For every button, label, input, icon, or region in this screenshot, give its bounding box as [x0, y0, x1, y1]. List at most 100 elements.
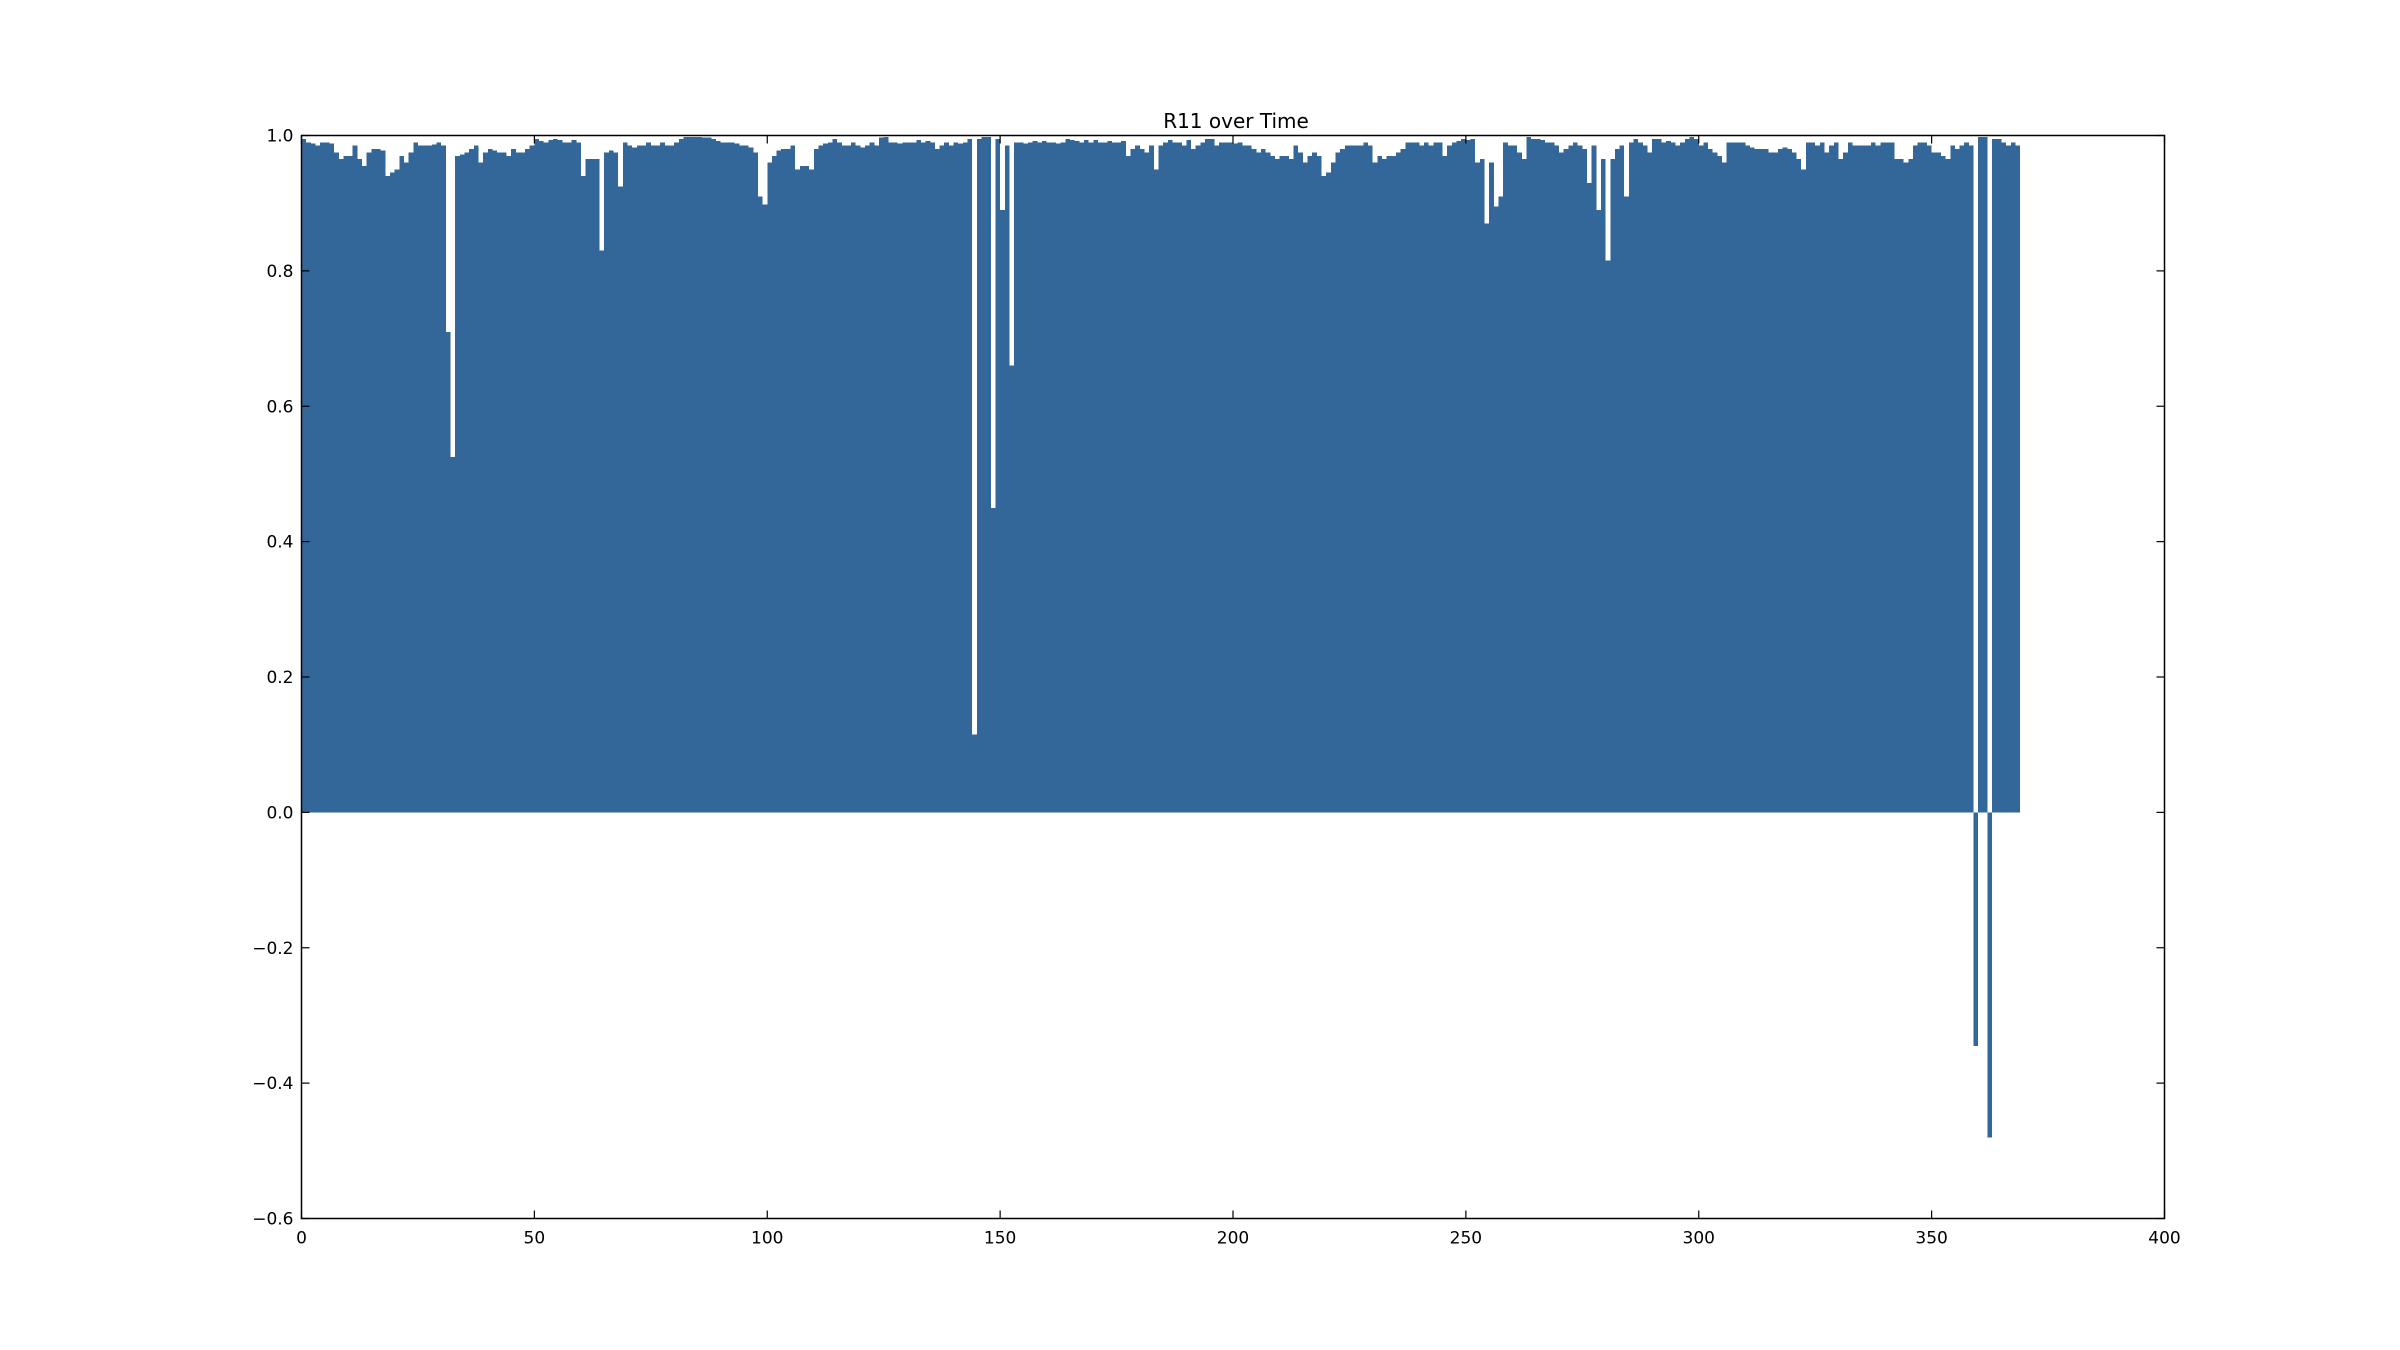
bar	[1191, 149, 1196, 813]
bar	[1014, 142, 1019, 813]
bar	[1791, 152, 1797, 813]
bar	[720, 142, 726, 813]
bar	[580, 176, 586, 813]
bar	[1959, 145, 1965, 813]
bar	[464, 152, 470, 813]
bar	[1037, 142, 1043, 813]
bar	[1158, 145, 1164, 813]
bar	[1032, 140, 1038, 813]
x-tick-label: 150	[984, 1229, 1016, 1249]
bar	[1689, 136, 1695, 813]
bar	[343, 155, 349, 813]
bar	[1586, 182, 1592, 813]
bar	[916, 140, 921, 813]
bar	[986, 136, 991, 813]
bar	[855, 145, 861, 813]
bar	[1642, 145, 1648, 813]
bar	[1936, 152, 1941, 813]
bar	[678, 138, 684, 813]
bar	[1135, 145, 1140, 813]
y-tick-label: 0.2	[266, 668, 293, 688]
bar	[1144, 152, 1150, 813]
bar	[1521, 159, 1527, 813]
x-tick-label: 250	[1450, 1229, 1482, 1249]
x-tick-label: 200	[1217, 1229, 1249, 1249]
bar	[888, 142, 894, 813]
bar	[315, 145, 321, 813]
bar	[1270, 155, 1275, 813]
bar	[571, 140, 577, 813]
bar	[1009, 365, 1015, 813]
bar	[1153, 169, 1159, 813]
bar	[944, 142, 949, 813]
bar	[1423, 142, 1429, 813]
bar	[1372, 162, 1378, 813]
bar	[1251, 149, 1257, 813]
bar	[1125, 155, 1131, 813]
bar	[1847, 142, 1853, 813]
bar	[1880, 142, 1886, 813]
bar	[1796, 159, 1802, 813]
bar	[1181, 145, 1187, 813]
bar	[1577, 145, 1583, 813]
bar	[301, 138, 307, 813]
bar	[1554, 145, 1560, 813]
bar	[1875, 145, 1881, 813]
bar	[990, 507, 996, 813]
bar	[1042, 140, 1047, 813]
bar	[753, 152, 758, 813]
bar	[1912, 145, 1918, 813]
bar	[1433, 142, 1438, 813]
bar	[813, 149, 819, 813]
bar	[352, 145, 358, 813]
bar	[1065, 138, 1070, 813]
bar	[1004, 145, 1010, 813]
bar	[785, 149, 791, 813]
bar	[1628, 142, 1634, 813]
bar	[1083, 140, 1089, 813]
bar	[688, 136, 693, 813]
bar	[1097, 142, 1103, 813]
bar	[1749, 147, 1755, 813]
bar	[1069, 140, 1075, 813]
bar	[1223, 142, 1229, 813]
bar	[1149, 145, 1154, 813]
bar	[1293, 145, 1299, 813]
bar	[622, 142, 628, 813]
bar	[329, 143, 335, 813]
bar	[646, 142, 651, 813]
bar	[869, 142, 875, 813]
bar	[1656, 138, 1662, 813]
bar	[1470, 138, 1476, 813]
bar	[525, 149, 530, 813]
bar	[1284, 155, 1289, 813]
bar	[613, 152, 619, 813]
bar	[1377, 155, 1383, 813]
bar	[1172, 142, 1178, 813]
bar	[1801, 169, 1806, 813]
bar	[1926, 145, 1932, 813]
bar	[562, 142, 567, 813]
x-tick-label: 0	[296, 1229, 307, 1249]
bar	[1582, 149, 1587, 813]
bar	[1996, 138, 2002, 813]
bar	[1517, 152, 1522, 813]
bar	[1717, 155, 1723, 813]
bar	[1666, 140, 1671, 813]
bar	[445, 331, 451, 813]
bar	[674, 142, 679, 813]
bar	[743, 145, 749, 813]
bar	[371, 149, 377, 813]
bar	[1614, 149, 1620, 813]
bar	[1573, 142, 1578, 813]
bar	[1279, 155, 1285, 813]
bar	[1540, 140, 1546, 813]
bar	[641, 145, 647, 813]
bar	[725, 142, 730, 813]
bar	[436, 142, 442, 813]
bar	[348, 155, 353, 813]
bar	[338, 159, 344, 813]
bar	[776, 150, 782, 813]
bar	[1419, 145, 1424, 813]
bar	[1680, 142, 1685, 813]
